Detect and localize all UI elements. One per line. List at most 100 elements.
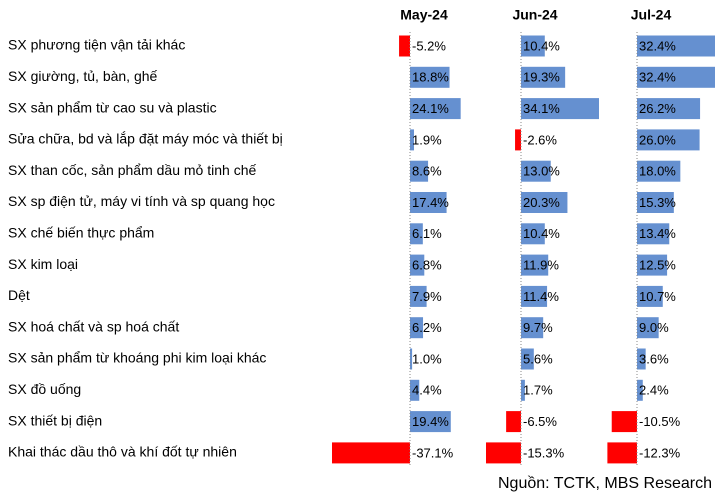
bar xyxy=(637,223,670,245)
bar xyxy=(521,317,544,339)
value-label: 6.8% xyxy=(412,258,442,273)
value-label: 18.0% xyxy=(639,164,676,179)
category-label: SX đồ uống xyxy=(8,381,81,397)
value-label: 26.2% xyxy=(639,101,676,116)
value-label: 18.8% xyxy=(412,70,449,85)
bar xyxy=(410,192,447,213)
bar xyxy=(637,317,659,339)
source: Nguồn: TCTK, MBS Research xyxy=(498,475,712,492)
value-label: 20.3% xyxy=(523,195,560,210)
bar xyxy=(521,348,534,370)
value-label: 13.4% xyxy=(639,226,676,241)
value-label: -10.5% xyxy=(639,414,681,429)
value-label: 1.0% xyxy=(412,351,442,366)
bar xyxy=(521,35,545,57)
bar xyxy=(637,285,663,307)
bar xyxy=(521,160,551,182)
value-label: 13.0% xyxy=(523,164,560,179)
category-label: Khai thác dầu thô và khí đốt tự nhiên xyxy=(8,444,237,460)
bar xyxy=(506,411,521,433)
bar xyxy=(637,348,646,370)
bar xyxy=(521,223,545,245)
bar xyxy=(607,442,637,464)
value-label: 9.7% xyxy=(523,320,553,335)
value-label: 24.1% xyxy=(412,101,449,116)
bar xyxy=(637,160,681,182)
series-header: Jul-24 xyxy=(631,7,672,23)
value-label: 19.4% xyxy=(412,414,449,429)
bar xyxy=(637,192,674,213)
bar xyxy=(637,129,700,151)
bar xyxy=(637,35,715,57)
category-label: SX sp điện tử, máy vi tính và sp quang h… xyxy=(8,193,275,209)
value-label: 1.7% xyxy=(523,383,553,398)
bar xyxy=(486,442,521,464)
bar xyxy=(515,129,521,151)
value-label: 15.3% xyxy=(639,195,676,210)
bar xyxy=(410,160,429,182)
value-label: 6.2% xyxy=(412,320,442,335)
category-label: SX sản phẩm từ cao su và plastic xyxy=(8,99,217,115)
value-label: 2.4% xyxy=(639,383,669,398)
value-label: -15.3% xyxy=(523,445,565,460)
category-label: SX thiết bị điện xyxy=(8,412,102,428)
category-label: SX phương tiện vận tải khác xyxy=(8,37,185,53)
bar xyxy=(410,66,450,88)
bar xyxy=(637,98,701,120)
value-label: 34.1% xyxy=(523,101,560,116)
bar xyxy=(410,379,420,401)
value-label: 11.9% xyxy=(523,258,559,273)
bar xyxy=(410,411,451,433)
value-label: 19.3% xyxy=(523,70,560,85)
value-label: -5.2% xyxy=(412,38,446,53)
bar xyxy=(410,98,461,120)
category-label: Dệt xyxy=(8,287,30,303)
bar xyxy=(410,254,425,276)
bar xyxy=(399,35,410,57)
value-label: 11.4% xyxy=(523,289,559,304)
value-label: 9.0% xyxy=(639,320,669,335)
value-label: 3.6% xyxy=(639,351,669,366)
value-label: 5.6% xyxy=(523,351,553,366)
value-label: 10.7% xyxy=(639,289,676,304)
series-header: May-24 xyxy=(400,7,448,23)
value-label: 10.4% xyxy=(523,38,560,53)
value-label: 7.9% xyxy=(412,289,442,304)
category-label: SX than cốc, sản phẩm dầu mỏ tinh chế xyxy=(8,162,256,178)
bar xyxy=(611,411,637,433)
bar xyxy=(332,442,410,464)
value-label: 32.4% xyxy=(639,38,676,53)
bar xyxy=(637,66,715,88)
value-label: 32.4% xyxy=(639,70,676,85)
bar xyxy=(637,254,668,276)
value-label: 12.5% xyxy=(639,258,676,273)
bar xyxy=(521,285,548,307)
bar xyxy=(410,317,424,339)
value-label: 1.9% xyxy=(412,132,442,147)
value-label: 26.0% xyxy=(639,132,676,147)
bar xyxy=(521,379,525,401)
bar xyxy=(410,223,423,245)
series-header: Jun-24 xyxy=(512,7,557,23)
value-label: 4.4% xyxy=(412,383,442,398)
value-label: -2.6% xyxy=(523,132,557,147)
value-label: -37.1% xyxy=(412,445,454,460)
bar xyxy=(410,348,413,370)
bar xyxy=(410,285,427,307)
bar xyxy=(521,66,566,88)
bar xyxy=(410,129,414,151)
value-label: -6.5% xyxy=(523,414,557,429)
category-label: SX sản phẩm từ khoáng phi kim loại khác xyxy=(8,350,266,366)
value-label: -12.3% xyxy=(639,445,681,460)
category-label: Sửa chữa, bd và lắp đặt máy móc và thiết… xyxy=(8,131,283,147)
value-label: 10.4% xyxy=(523,226,560,241)
category-label: SX hoá chất và sp hoá chất xyxy=(8,318,179,334)
value-label: 17.4% xyxy=(412,195,449,210)
bar xyxy=(637,379,643,401)
bar xyxy=(521,254,549,276)
category-label: SX giường, tủ, bàn, ghế xyxy=(8,68,158,84)
bar xyxy=(521,98,599,120)
category-label: SX kim loại xyxy=(8,256,78,272)
